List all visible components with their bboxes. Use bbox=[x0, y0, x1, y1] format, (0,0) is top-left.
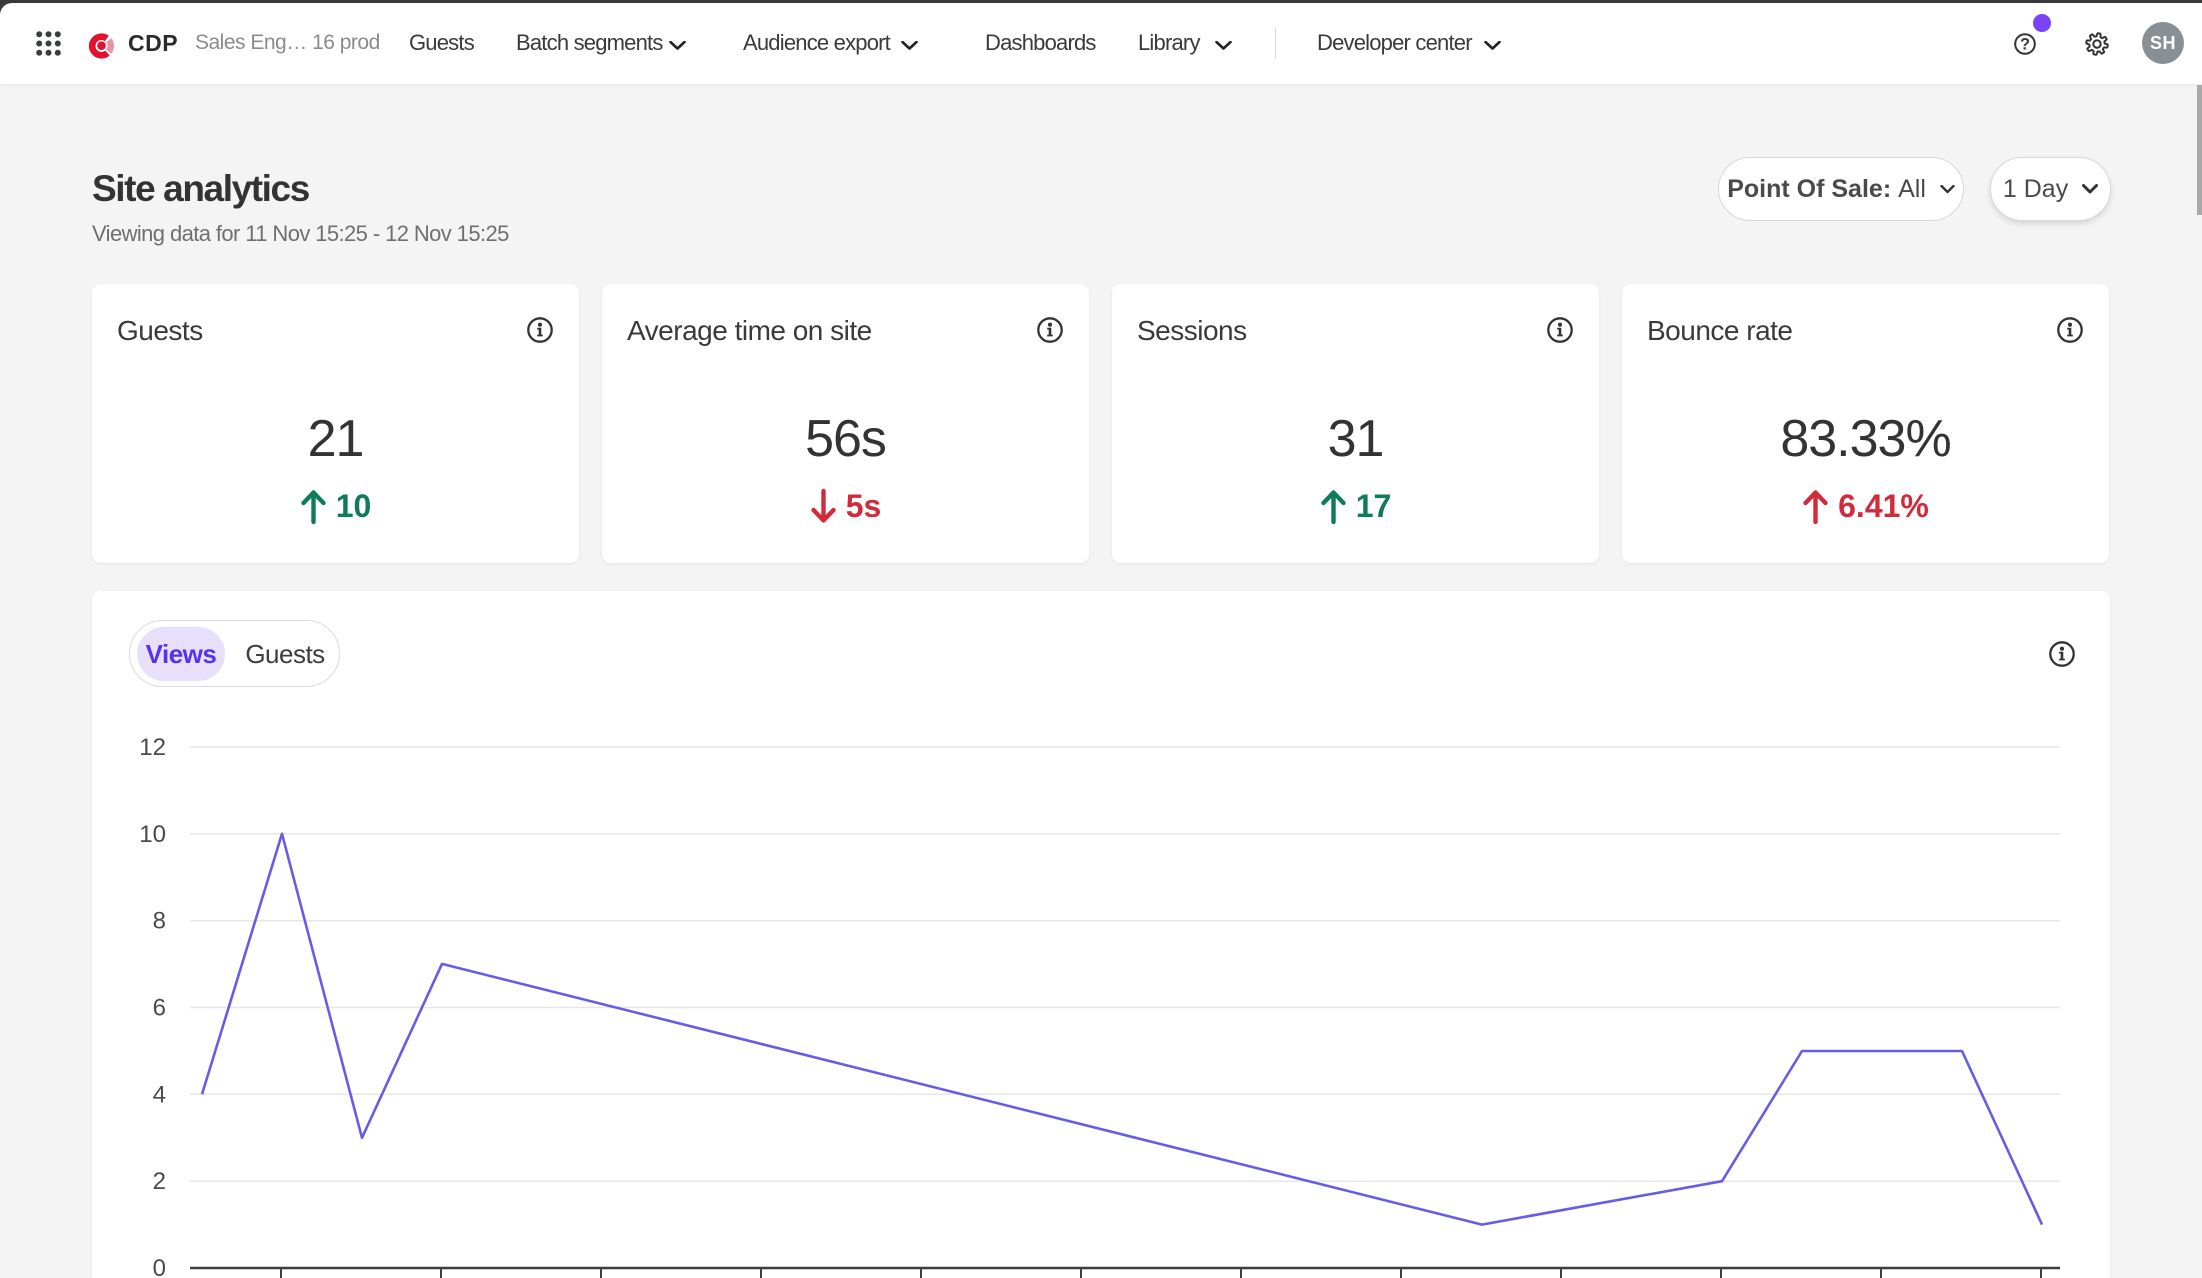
svg-text:12: 12 bbox=[139, 734, 166, 761]
svg-text:6: 6 bbox=[153, 995, 166, 1022]
svg-text:0: 0 bbox=[153, 1255, 166, 1278]
svg-text:4: 4 bbox=[153, 1081, 166, 1108]
svg-text:10: 10 bbox=[139, 821, 166, 848]
svg-text:8: 8 bbox=[153, 908, 166, 935]
svg-text:?: ? bbox=[2020, 36, 2030, 54]
svg-text:2: 2 bbox=[153, 1168, 166, 1195]
